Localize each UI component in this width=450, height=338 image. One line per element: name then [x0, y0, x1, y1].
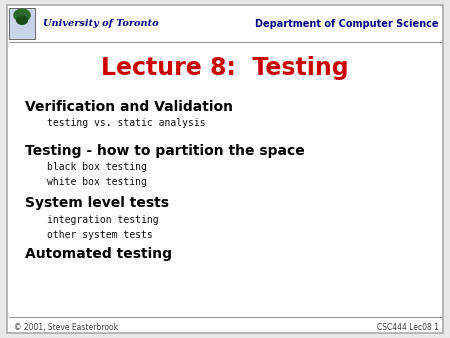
Text: testing vs. static analysis: testing vs. static analysis: [47, 118, 206, 128]
Text: Automated testing: Automated testing: [25, 247, 172, 261]
Text: integration testing: integration testing: [47, 215, 159, 225]
Text: white box testing: white box testing: [47, 177, 147, 188]
Text: Department of Computer Science: Department of Computer Science: [255, 19, 439, 29]
Text: University of Toronto: University of Toronto: [43, 19, 158, 28]
Text: Verification and Validation: Verification and Validation: [25, 100, 233, 114]
Text: Lecture 8:  Testing: Lecture 8: Testing: [101, 55, 349, 80]
Text: CSC444 Lec08 1: CSC444 Lec08 1: [377, 323, 439, 332]
Circle shape: [14, 9, 30, 21]
Text: © 2001, Steve Easterbrook: © 2001, Steve Easterbrook: [14, 323, 117, 332]
Circle shape: [17, 16, 27, 24]
Text: black box testing: black box testing: [47, 162, 147, 172]
Text: System level tests: System level tests: [25, 196, 169, 210]
FancyBboxPatch shape: [9, 8, 35, 39]
Text: Testing - how to partition the space: Testing - how to partition the space: [25, 144, 305, 158]
Text: other system tests: other system tests: [47, 230, 153, 240]
